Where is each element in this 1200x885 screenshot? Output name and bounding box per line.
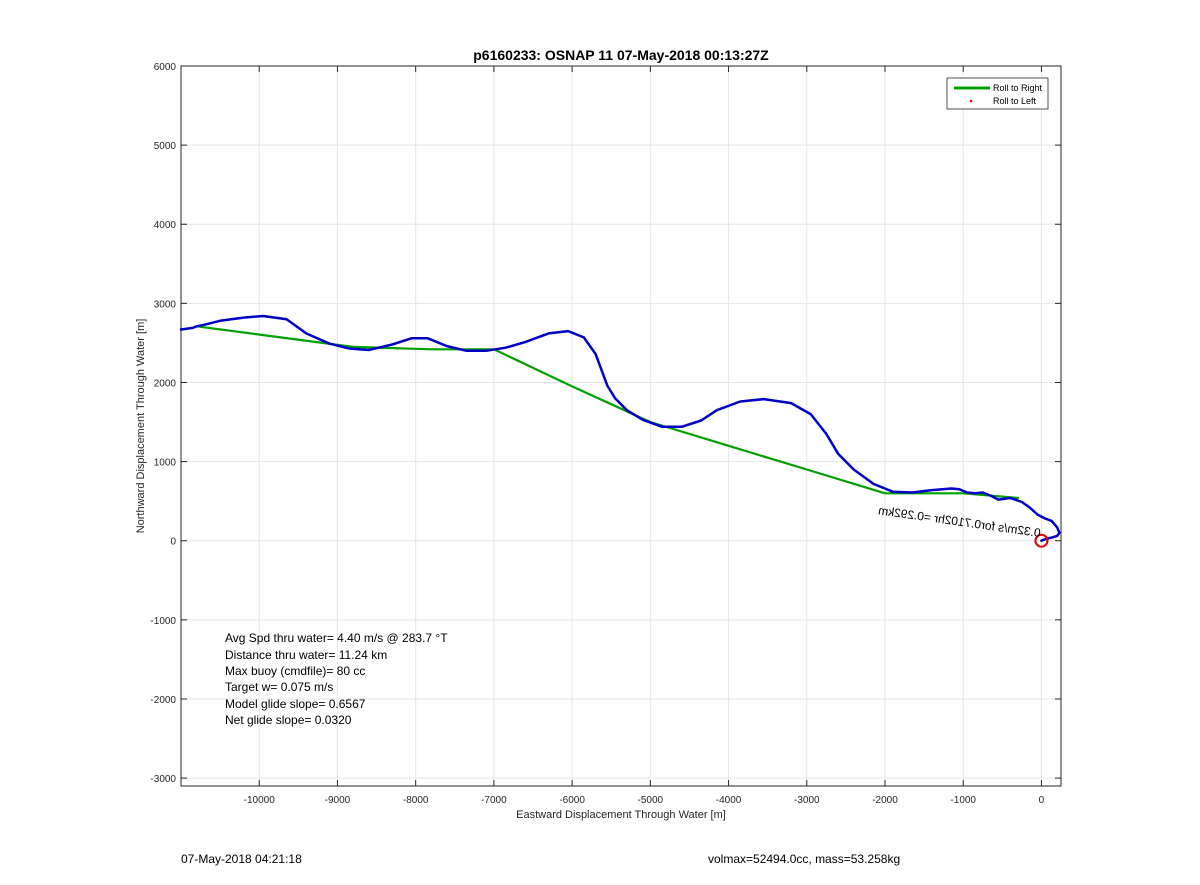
footer-vehicle-info: volmax=52494.0cc, mass=53.258kg xyxy=(708,852,901,866)
y-tick-label: -2000 xyxy=(150,695,176,706)
annotation-avg-speed: Avg Spd thru water= 4.40 m/s @ 283.7 °T xyxy=(225,631,448,645)
footer-timestamp: 07-May-2018 04:21:18 xyxy=(181,852,302,866)
x-tick-label: -6000 xyxy=(559,795,585,806)
y-tick-label: 2000 xyxy=(154,378,177,389)
series-track-line xyxy=(179,314,1061,542)
annotation-model-glide: Model glide slope= 0.6567 xyxy=(225,697,366,711)
x-tick-label: -5000 xyxy=(638,795,664,806)
annotation-max-buoy: Max buoy (cmdfile)= 80 cc xyxy=(225,664,365,678)
annotation-target-w: Target w= 0.075 m/s xyxy=(225,680,333,694)
series-group xyxy=(179,314,1061,542)
x-tick-label: -8000 xyxy=(403,795,429,806)
y-tick-label: 1000 xyxy=(154,458,177,469)
x-tick-label: -3000 xyxy=(794,795,820,806)
y-axis-ticks: -3000 -2000 -1000 0 1000 2000 3000 4000 5000 6000 xyxy=(150,62,1061,785)
y-tick-label: 3000 xyxy=(154,299,177,310)
annotation-net-glide: Net glide slope= 0.0320 xyxy=(225,713,352,727)
x-tick-label: -1000 xyxy=(950,795,976,806)
y-axis-label: Northward Displacement Through Water [m] xyxy=(135,319,147,534)
stats-annotations: Avg Spd thru water= 4.40 m/s @ 283.7 °T … xyxy=(225,631,448,727)
x-axis-ticks: -10000 -9000 -8000 -7000 -6000 -5000 -4000 -300… xyxy=(244,66,1045,806)
surface-marker xyxy=(1034,533,1049,548)
legend-box xyxy=(946,77,1049,110)
x-tick-label: -10000 xyxy=(244,795,276,806)
series-roll-right-line xyxy=(195,325,1020,500)
x-tick-label: -2000 xyxy=(872,795,898,806)
y-tick-label: -3000 xyxy=(150,774,176,785)
overlapping-label: 0.32m/s for0.7102hr =0.292km xyxy=(877,503,1041,540)
y-tick-label: 4000 xyxy=(154,220,177,231)
legend-swatch-roll-left xyxy=(969,99,973,103)
x-tick-label: -4000 xyxy=(716,795,742,806)
x-tick-label: 0 xyxy=(1039,795,1045,806)
annotation-distance: Distance thru water= 11.24 km xyxy=(225,648,387,662)
y-tick-label: 6000 xyxy=(154,62,177,73)
legend: Roll to Right Roll to Left xyxy=(946,77,1049,110)
surface-marker-group xyxy=(1034,533,1049,548)
legend-label-roll-right: Roll to Right xyxy=(993,83,1043,93)
y-tick-label: 0 xyxy=(170,537,176,548)
y-tick-label: -1000 xyxy=(150,616,176,627)
x-axis-label: Eastward Displacement Through Water [m] xyxy=(516,809,726,821)
plot-frame xyxy=(180,65,1062,787)
legend-label-roll-left: Roll to Left xyxy=(993,96,1037,106)
chart-title: p6160233: OSNAP 11 07-May-2018 00:13:27Z xyxy=(473,47,769,63)
x-tick-label: -9000 xyxy=(325,795,351,806)
grid-lines xyxy=(181,65,1061,786)
y-tick-label: 5000 xyxy=(154,141,177,152)
x-tick-label: -7000 xyxy=(481,795,507,806)
